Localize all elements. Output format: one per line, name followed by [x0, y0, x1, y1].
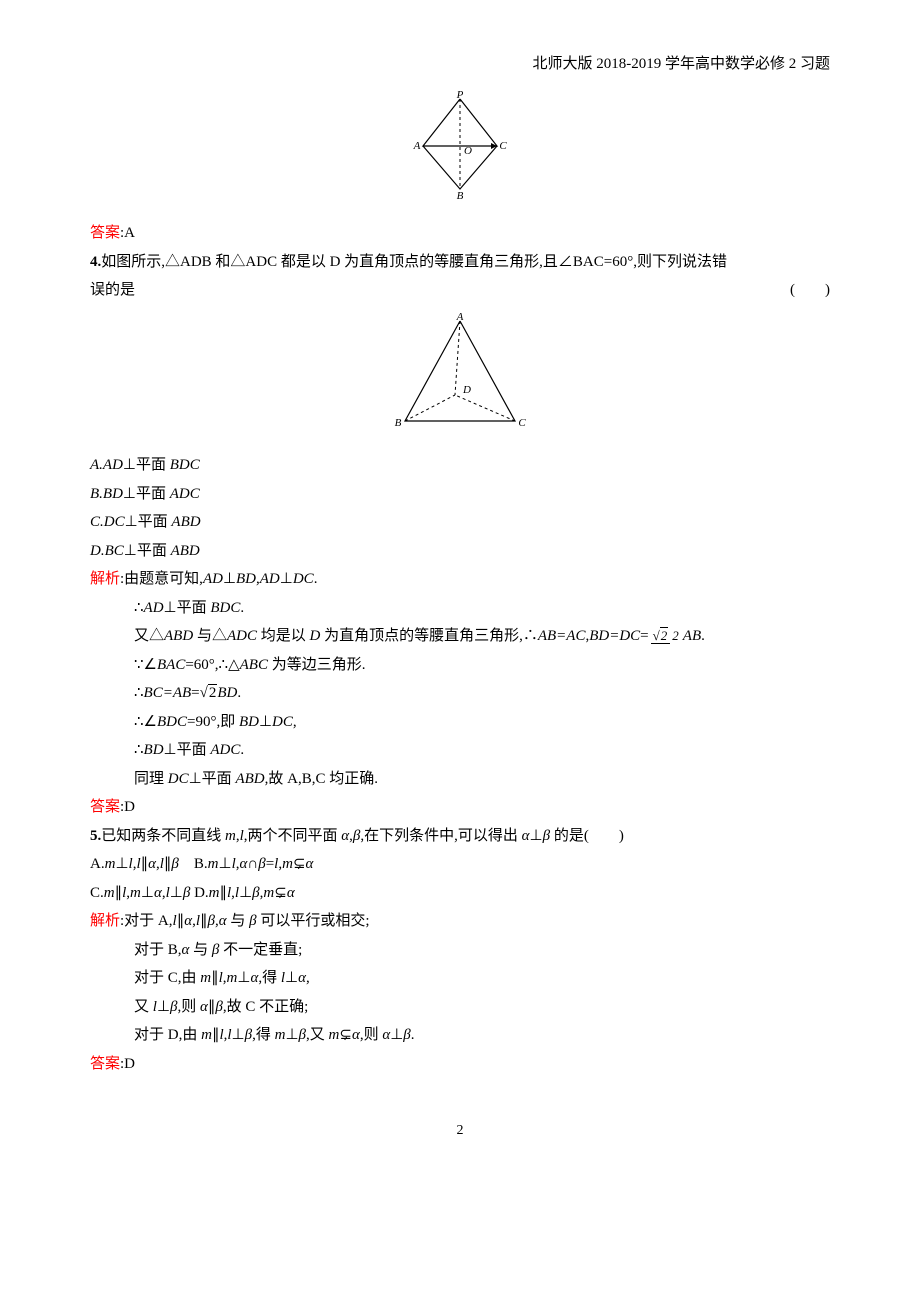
- answer-4-value: :D: [120, 799, 135, 815]
- fig1-label-P: P: [456, 91, 464, 101]
- q5-analysis-line2: 对于 C,由 m∥l,m⊥α,得 l⊥α,: [90, 964, 830, 993]
- q5-analysis-label: 解析: [90, 913, 120, 929]
- fig2-label-D: D: [462, 384, 471, 396]
- q4-analysis-line1: ∴AD⊥平面 BDC.: [90, 594, 830, 623]
- q4-stem-line1: 4.如图所示,△ADB 和△ADC 都是以 D 为直角顶点的等腰直角三角形,且∠…: [90, 248, 830, 277]
- q4-analysis-line5: ∴∠BDC=90°,即 BD⊥DC,: [90, 708, 830, 737]
- answer-3-value: :A: [120, 225, 135, 241]
- q4-stem1-text: 如图所示,△ADB 和△ADC 都是以 D 为直角顶点的等腰直角三角形,且∠BA…: [101, 254, 727, 270]
- answer-5: 答案:D: [90, 1050, 830, 1079]
- q4-analysis-line7: 同理 DC⊥平面 ABD,故 A,B,C 均正确.: [90, 765, 830, 794]
- fig1-label-O: O: [464, 145, 472, 157]
- q4-stem-line2-row: 误的是 ( ): [90, 276, 830, 305]
- q5-analysis-line1: 对于 B,α 与 β 不一定垂直;: [90, 936, 830, 965]
- q4-opt-C: C.DC⊥平面 ABD: [90, 508, 830, 537]
- fig2-svg: A B C D: [385, 313, 535, 433]
- q4-opt-A: A.AD⊥平面 BDC: [90, 451, 830, 480]
- answer-5-value: :D: [120, 1056, 135, 1072]
- answer-4-label: 答案: [90, 799, 120, 815]
- q4-opt-B: B.BD⊥平面 ADC: [90, 480, 830, 509]
- q4-analysis-label: 解析: [90, 571, 120, 587]
- q4-analysis-line6: ∴BD⊥平面 ADC.: [90, 736, 830, 765]
- fig2-label-C: C: [518, 417, 526, 429]
- q4-opt-D: D.BC⊥平面 ABD: [90, 537, 830, 566]
- fig1-label-C: C: [499, 140, 507, 152]
- fig1-label-B: B: [457, 190, 464, 201]
- answer-3-label: 答案: [90, 225, 120, 241]
- q4-analysis-line2: 又△ABD 与△ADC 均是以 D 为直角顶点的等腰直角三角形,∴AB=AC,B…: [90, 622, 830, 651]
- answer-4: 答案:D: [90, 793, 830, 822]
- page-header: 北师大版 2018-2019 学年高中数学必修 2 习题: [90, 50, 830, 79]
- answer-5-label: 答案: [90, 1056, 120, 1072]
- q5-num: 5.: [90, 828, 101, 844]
- q4-num: 4.: [90, 254, 101, 270]
- q4-analysis-line0: 解析:由题意可知,AD⊥BD,AD⊥DC.: [90, 565, 830, 594]
- q5-stem: 5.已知两条不同直线 m,l,两个不同平面 α,β,在下列条件中,可以得出 α⊥…: [90, 822, 830, 851]
- fig1-svg: P A C B O: [405, 91, 515, 201]
- figure-1: P A C B O: [90, 91, 830, 212]
- q4-analysis-line3: ∵∠BAC=60°,∴△ABC 为等边三角形.: [90, 651, 830, 680]
- q4-analysis-line4: ∴BC=AB=2BD.: [90, 679, 830, 708]
- q4-stem2-text: 误的是: [90, 276, 135, 305]
- q5-analysis-line3: 又 l⊥β,则 α∥β,故 C 不正确;: [90, 993, 830, 1022]
- q5-opts-AB: A.m⊥l,l∥α,l∥β B.m⊥l,α∩β=l,m⊊α: [90, 850, 830, 879]
- q5-opts-CD: C.m∥l,m⊥α,l⊥β D.m∥l,l⊥β,m⊊α: [90, 879, 830, 908]
- fig2-label-B: B: [395, 417, 402, 429]
- figure-2: A B C D: [90, 313, 830, 444]
- q5-analysis-line4: 对于 D,由 m∥l,l⊥β,得 m⊥β,又 m⊊α,则 α⊥β.: [90, 1021, 830, 1050]
- fig1-label-A: A: [413, 140, 421, 152]
- page-number: 2: [90, 1118, 830, 1145]
- fig2-label-A: A: [456, 313, 464, 323]
- answer-3: 答案:A: [90, 219, 830, 248]
- q4-paren: ( ): [790, 276, 830, 305]
- q5-analysis-line0: 解析:对于 A,l∥α,l∥β,α 与 β 可以平行或相交;: [90, 907, 830, 936]
